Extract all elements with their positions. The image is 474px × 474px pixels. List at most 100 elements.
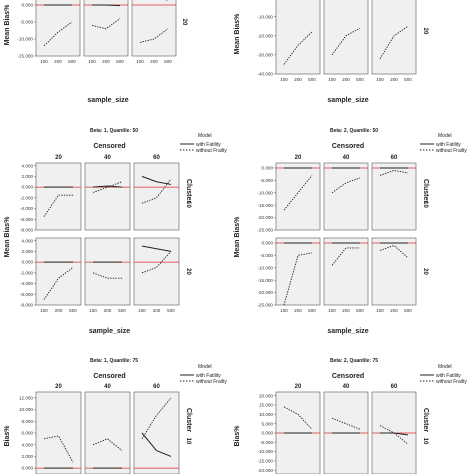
chart-2: Mean Bias% sample_size -40.000 -30.000 -20.0… [234,0,428,104]
y-tick-label: -40.000 [257,72,273,77]
chart-title: Beta: 2, Quantile: 75 [330,358,378,364]
series-line-without-frailty [43,267,74,300]
panel-r1-c3: 60 [133,384,180,474]
x-tick-label: 200 [153,308,161,313]
x-tick-label: 500 [69,308,77,313]
x-tick-label: 500 [404,308,412,313]
y-tick-label: -2.000 [20,195,33,200]
x-tick-label: 100 [40,308,48,313]
column-facet-label: 20 [55,155,62,161]
column-facet-label: 20 [295,155,302,161]
series-line-without-frailty [43,435,74,463]
chart-title: Beta: 1, Quantile: 75 [90,358,138,364]
chart-4: Beta: 2, Quantile: 50 Censored Model with F… [234,128,467,335]
panel-r1-c2: 40 [84,384,131,474]
x-tick-label: 200 [294,77,302,82]
series-line-without-frailty [283,31,313,65]
y-tick-label: -4.000 [20,206,33,211]
chart-title: Beta: 2, Quantile: 50 [330,128,378,134]
x-tick-label: 500 [356,308,364,313]
series-line-without-frailty [283,175,313,211]
y-tick-label: 10.000 [259,412,273,417]
legend-label-with: with Fatility [196,373,221,379]
y-tick-label: -5.000 [260,178,273,183]
x-tick-label: 500 [116,59,124,64]
y-tick-label: 5.000 [262,421,274,426]
panel-r1-c2: 40 [84,155,131,231]
y-tick-label: 15.000 [259,403,273,408]
y-tick-label: -30.000 [257,52,273,57]
series-line-without-frailty [331,247,360,266]
panel-background [83,0,129,57]
panel-background [35,0,81,57]
y-tick-label: -20.000 [257,290,273,295]
series-line-without-frailty [283,406,313,430]
series-line-without-frailty [283,252,313,306]
column-facet-title: Censored [93,373,125,380]
series-line-without-frailty [379,25,409,59]
series-line-without-frailty [141,178,172,204]
panel-r2-c2: 100 200 500 [84,237,131,313]
y-tick-label: 0.000 [262,431,274,436]
column-facet-label: 40 [104,384,111,390]
panel-background [84,391,131,474]
x-tick-label: 500 [308,77,316,82]
y-tick-label: 4.000 [22,442,34,447]
panel-r2-c3: 100 200 500 [133,237,180,313]
panel-background [35,391,82,474]
column-facet-label: 60 [391,384,398,390]
y-axis-title: Mean Bias% [234,13,241,55]
y-axis-title: Mean Bias% [4,216,11,258]
y-tick-label: 0.000 [22,466,34,471]
x-tick-label: 200 [390,77,398,82]
panel-r1-c1: 100 200 500 [35,0,81,64]
legend-title: Model [198,133,212,139]
y-tick-label: -6.000 [20,217,33,222]
panel-background [371,162,417,231]
panel-background [35,162,82,231]
panel-r2-c3: 100 200 500 [371,237,417,313]
panel-r1-c2: 40 [323,384,369,474]
panel-background [84,162,131,231]
y-axis-title: Mean Bias% [234,216,241,258]
x-axis-title: sample_size [87,97,128,104]
panel-r2-c1: 100 200 500 [275,237,321,313]
y-tick-label: -15.000 [257,459,273,464]
x-tick-label: 100 [138,308,146,313]
y-tick-label: 6.000 [22,431,34,436]
row-facet-label: 10 [185,438,191,445]
y-axis-title: Bias% [4,425,11,447]
y-tick-label: -5.000 [260,440,273,445]
column-facet-title: Censored [332,373,364,380]
y-tick-label: -25.000 [257,303,273,308]
row-facet-title: Cluster [185,408,192,432]
legend-title: Model [438,133,452,139]
y-tick-label: -25.000 [257,228,273,233]
series-line-without-frailty [379,169,409,176]
y-tick-label: -10.000 [17,37,33,42]
y-tick-label: -20.000 [257,468,273,473]
panel-background [371,237,417,306]
x-tick-label: 200 [150,59,158,64]
y-tick-label: 2.000 [22,454,34,459]
x-tick-label: 200 [102,59,110,64]
x-tick-label: 500 [68,59,76,64]
panel-r1-c3: 60 [133,155,180,231]
panel-background [275,0,321,75]
y-tick-label: 2.000 [22,249,34,254]
x-tick-label: 500 [308,308,316,313]
panel-background [323,0,369,75]
x-tick-label: 100 [88,59,96,64]
series-line-without-frailty [43,194,73,217]
x-tick-label: 500 [118,308,126,313]
row-facet-label: 20 [422,28,428,35]
x-tick-label: 500 [404,77,412,82]
series-line-without-frailty [43,21,73,47]
series-line-with-frailty [141,245,172,252]
x-tick-label: 100 [136,59,144,64]
column-facet-label: 60 [153,384,160,390]
legend-title: Model [438,364,452,370]
y-tick-label: -10.000 [257,265,273,270]
row-facet-label: 10 [422,438,428,445]
y-tick-label: -20.000 [257,33,273,38]
